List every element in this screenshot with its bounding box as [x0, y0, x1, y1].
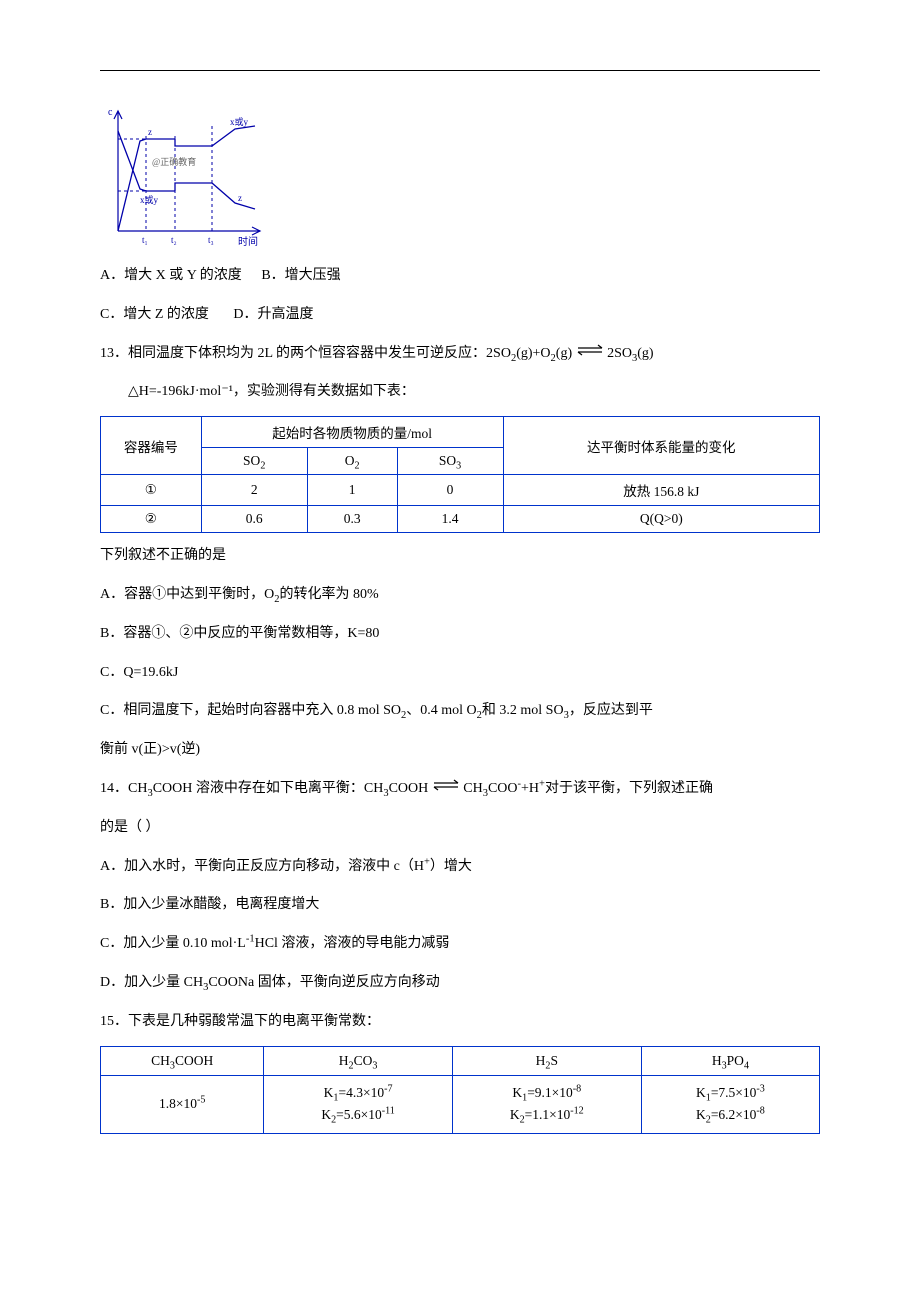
t1-h-col1: 容器编号: [101, 417, 202, 475]
t1-r1-so3: 0: [397, 475, 503, 506]
q14-stem-line2: 的是（ ）: [100, 813, 820, 844]
svg-text:c: c: [108, 107, 113, 118]
q15-stem: 15．下表是几种弱酸常温下的电离平衡常数：: [100, 1007, 820, 1038]
t2-c4: K1=7.5×10-3 K2=6.2×10-8: [641, 1075, 819, 1134]
q15-table: CH3COOH H2CO3 H2S H3PO4 1.8×10-5 K1=4.3×…: [100, 1046, 820, 1135]
t2-c1: 1.8×10-5: [101, 1075, 264, 1134]
t1-r2-id: ②: [101, 506, 202, 533]
q13-stem-prefix: 13．相同温度下体积均为 2L 的两个恒容容器中发生可逆反应：2SO: [100, 346, 511, 361]
q12-opt-b: B．增大压强: [261, 268, 340, 283]
q14-opt-b: B．加入少量冰醋酸，电离程度增大: [100, 890, 820, 921]
t1-h-so2: SO2: [201, 448, 307, 475]
q12-options-line2: C．增大 Z 的浓度 D．升高温度: [100, 300, 820, 331]
t1-h-o2: O2: [307, 448, 397, 475]
q13-opt-a: A．容器①中达到平衡时，O2的转化率为 80%: [100, 580, 820, 611]
q13-stem-line1: 13．相同温度下体积均为 2L 的两个恒容容器中发生可逆反应：2SO2(g)+O…: [100, 339, 820, 370]
t1-r2-o2: 0.3: [307, 506, 397, 533]
t1-h-lastcol: 达平衡时体系能量的变化: [503, 417, 819, 475]
q12-opt-c: C．增大 Z 的浓度: [100, 307, 209, 322]
svg-text:z: z: [148, 127, 152, 137]
q14-opt-d: D．加入少量 CH3COONa 固体，平衡向逆反应方向移动: [100, 968, 820, 999]
equilibrium-arrow-icon: [432, 772, 460, 782]
t1-h-so3: SO3: [397, 448, 503, 475]
t1-r2-e: Q(Q>0): [503, 506, 819, 533]
t1-h-group: 起始时各物质物质的量/mol: [201, 417, 503, 448]
svg-text:@正确教育: @正确教育: [152, 156, 196, 167]
t1-r1-e: 放热 156.8 kJ: [503, 475, 819, 506]
t1-r1-o2: 1: [307, 475, 397, 506]
t1-r1-id: ①: [101, 475, 202, 506]
t1-r2-so3: 1.4: [397, 506, 503, 533]
t2-h3: H2S: [452, 1046, 641, 1075]
q13-opt-c2-l2: 衡前 v(正)>v(逆): [100, 735, 820, 766]
t2-h1: CH3COOH: [101, 1046, 264, 1075]
t2-c3: K1=9.1×10-8 K2=1.1×10-12: [452, 1075, 641, 1134]
svg-text:t₃: t₃: [208, 235, 214, 245]
q13-data-table: 容器编号 起始时各物质物质的量/mol 达平衡时体系能量的变化 SO2 O2 S…: [100, 416, 820, 533]
svg-text:t₂: t₂: [171, 235, 177, 245]
q13-stem-line2: △H=-196kJ·mol⁻¹，实验测得有关数据如下表：: [100, 377, 820, 408]
q13-after-table: 下列叙述不正确的是: [100, 541, 820, 572]
q12-opt-a: A．增大 X 或 Y 的浓度: [100, 268, 242, 283]
svg-text:x或y: x或y: [230, 116, 249, 127]
page: c 时间 t₁ t₂ t₃ z x或y x或y: [0, 0, 920, 1182]
t1-r1-so2: 2: [201, 475, 307, 506]
q14-opt-a: A．加入水时，平衡向正反应方向移动，溶液中 c（H+）增大: [100, 852, 820, 883]
header-rule: [100, 70, 820, 71]
kinetics-diagram: c 时间 t₁ t₂ t₃ z x或y x或y: [100, 101, 270, 251]
svg-text:z: z: [238, 193, 242, 203]
t2-h2: H2CO3: [264, 1046, 452, 1075]
t2-h4: H3PO4: [641, 1046, 819, 1075]
q12-options-line1: A．增大 X 或 Y 的浓度 B．增大压强: [100, 261, 820, 292]
q13-eq-tail: (g): [637, 346, 653, 361]
svg-text:时间: 时间: [238, 235, 258, 248]
q14-opt-c: C．加入少量 0.10 mol·L-1HCl 溶液，溶液的导电能力减弱: [100, 929, 820, 960]
t2-c2: K1=4.3×10-7 K2=5.6×10-11: [264, 1075, 452, 1134]
q13-opt-c2-l1: C．相同温度下，起始时向容器中充入 0.8 mol SO2、0.4 mol O2…: [100, 696, 820, 727]
equilibrium-arrow-icon: [576, 337, 604, 347]
q14-stem-line1: 14．CH3COOH 溶液中存在如下电离平衡：CH3COOH CH3COO-+H…: [100, 774, 820, 805]
svg-text:t₁: t₁: [142, 235, 148, 245]
svg-text:x或y: x或y: [140, 194, 159, 205]
q13-opt-b: B．容器①、②中反应的平衡常数相等，K=80: [100, 619, 820, 650]
q13-opt-c: C．Q=19.6kJ: [100, 658, 820, 689]
q12-opt-d: D．升高温度: [233, 307, 313, 322]
t1-r2-so2: 0.6: [201, 506, 307, 533]
